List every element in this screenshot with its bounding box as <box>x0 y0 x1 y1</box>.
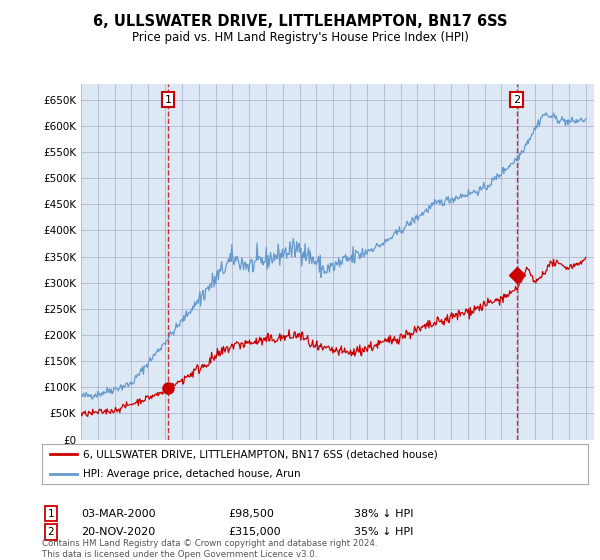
Text: 38% ↓ HPI: 38% ↓ HPI <box>354 508 413 519</box>
Text: 35% ↓ HPI: 35% ↓ HPI <box>354 527 413 537</box>
Text: 6, ULLSWATER DRIVE, LITTLEHAMPTON, BN17 6SS (detached house): 6, ULLSWATER DRIVE, LITTLEHAMPTON, BN17 … <box>83 449 438 459</box>
Text: 6, ULLSWATER DRIVE, LITTLEHAMPTON, BN17 6SS: 6, ULLSWATER DRIVE, LITTLEHAMPTON, BN17 … <box>93 14 507 29</box>
Text: Contains HM Land Registry data © Crown copyright and database right 2024.
This d: Contains HM Land Registry data © Crown c… <box>42 539 377 559</box>
Text: 2: 2 <box>47 527 55 537</box>
Text: 1: 1 <box>164 95 172 105</box>
Text: HPI: Average price, detached house, Arun: HPI: Average price, detached house, Arun <box>83 469 301 479</box>
Text: 1: 1 <box>47 508 55 519</box>
Text: £315,000: £315,000 <box>228 527 281 537</box>
Text: Price paid vs. HM Land Registry's House Price Index (HPI): Price paid vs. HM Land Registry's House … <box>131 31 469 44</box>
Text: 03-MAR-2000: 03-MAR-2000 <box>81 508 155 519</box>
Text: 20-NOV-2020: 20-NOV-2020 <box>81 527 155 537</box>
Text: £98,500: £98,500 <box>228 508 274 519</box>
Text: 2: 2 <box>513 95 520 105</box>
